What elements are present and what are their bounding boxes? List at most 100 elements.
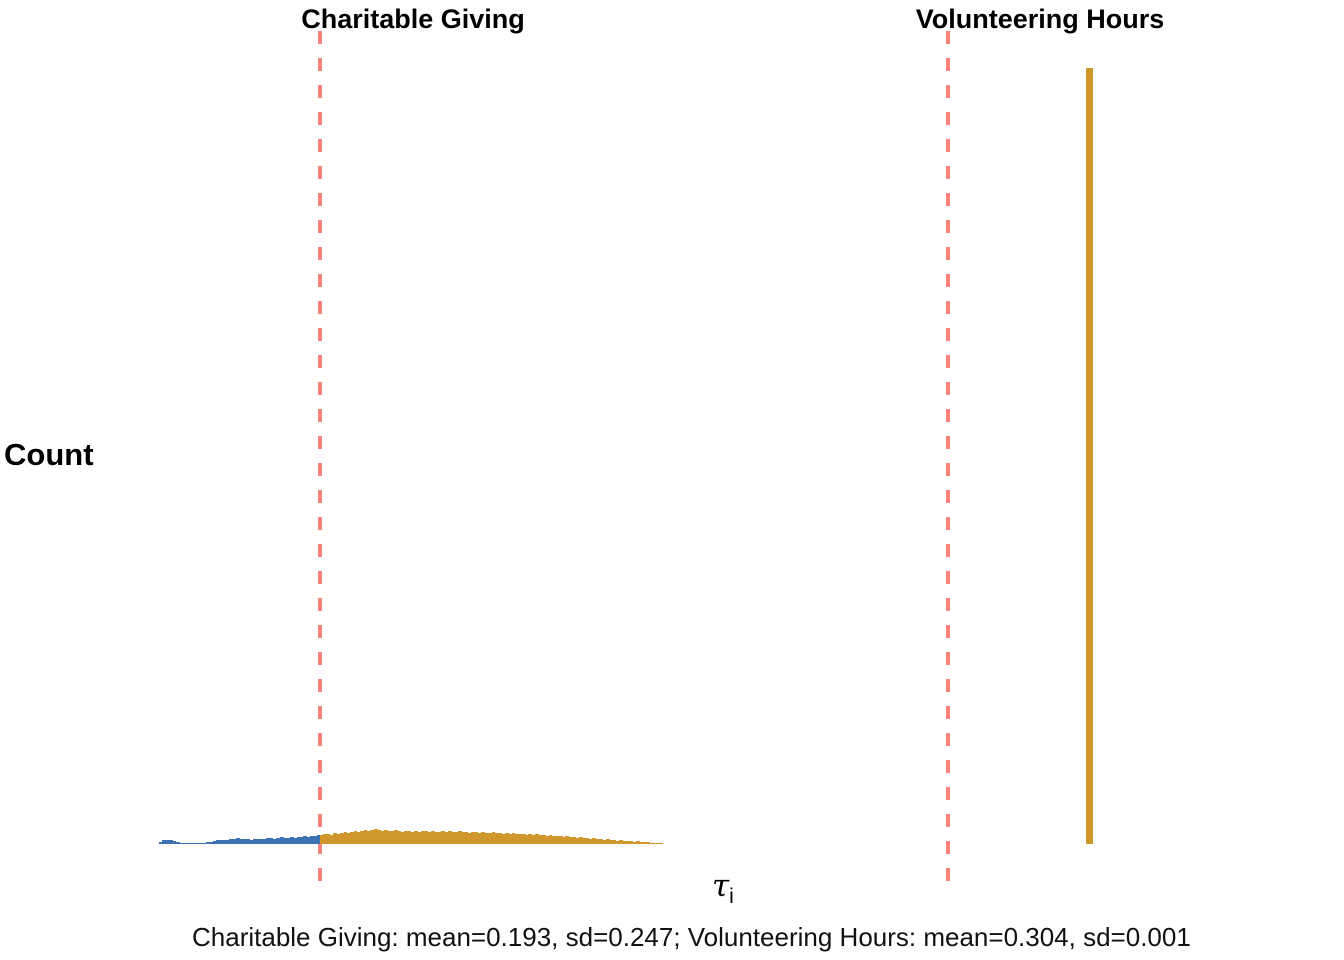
histogram-bar (652, 843, 657, 844)
histogram-bar (236, 838, 240, 844)
zero-reference-dashed-line-right (946, 31, 950, 881)
histogram-bar (370, 830, 375, 844)
histogram-bar (259, 839, 264, 844)
histogram-bar (585, 838, 590, 844)
histogram-bar (229, 839, 234, 844)
histogram-bar (279, 837, 284, 844)
panel-title-charitable-giving: Charitable Giving (301, 4, 525, 34)
histogram-bar (276, 838, 281, 844)
histogram-bar (481, 832, 486, 844)
histogram-bar (474, 832, 479, 844)
histogram-bar (589, 839, 593, 844)
histogram-bar (649, 843, 654, 844)
histogram-bar (562, 837, 566, 844)
tau-subscript: i (729, 885, 734, 909)
histogram-bar (430, 831, 435, 844)
histogram-bar (494, 833, 499, 844)
histogram-bar (599, 839, 603, 844)
histogram-bar (309, 836, 314, 844)
histogram-bar (646, 842, 650, 844)
histogram-bar (293, 838, 297, 844)
histogram-bar (222, 840, 227, 844)
histogram-bar (528, 834, 533, 844)
histogram-bar (511, 833, 516, 844)
histogram-bar (266, 838, 271, 844)
histogram-bar (437, 832, 442, 844)
histogram-bar (602, 840, 607, 844)
histogram-bar (622, 841, 627, 844)
histogram-bar (346, 833, 351, 844)
histogram-bar (246, 839, 250, 844)
histogram-bar (296, 837, 301, 844)
histogram-bar (400, 832, 405, 844)
histogram-bar (414, 831, 418, 844)
histogram-bar (185, 843, 190, 844)
histogram-bar (219, 840, 224, 844)
histogram-bar (283, 838, 287, 844)
histogram-bar (558, 836, 563, 844)
histogram-bar (333, 833, 338, 844)
histogram-bar (545, 836, 550, 844)
histogram-bar (417, 832, 422, 844)
histogram-bar (350, 832, 354, 844)
histogram-bar (508, 834, 513, 844)
histogram-bar (383, 830, 388, 844)
histogram-bar (262, 839, 267, 844)
histogram-bar (518, 834, 523, 844)
tau-symbol: τ (712, 868, 730, 904)
histogram-bar (256, 839, 261, 844)
histogram-bar (205, 842, 210, 844)
histogram-bar (595, 839, 600, 844)
histogram-bar (360, 831, 365, 844)
histogram-bar (568, 837, 573, 844)
histogram-bar (249, 840, 254, 844)
histogram-bar (326, 834, 331, 844)
histogram-bar (343, 832, 348, 844)
point-mass-bar-volunteering-hours (1086, 68, 1093, 844)
histogram-bar (454, 832, 459, 844)
histogram-bar (612, 840, 617, 844)
histogram-bar (548, 835, 553, 844)
histogram-bar (195, 843, 200, 844)
histogram-bar (427, 832, 432, 844)
histogram-bar (552, 836, 556, 844)
histogram-bar (212, 841, 217, 844)
histogram-bar (484, 833, 489, 844)
histogram-bar (572, 837, 576, 844)
histogram-bar (209, 842, 214, 844)
histogram-bar (447, 831, 452, 844)
histogram-bar (488, 833, 492, 844)
histogram-bar (404, 831, 408, 844)
histogram-bar (165, 840, 170, 844)
histogram-bar (535, 834, 539, 844)
histogram-bar (216, 840, 220, 844)
histogram-bar (457, 831, 462, 844)
histogram-bar (299, 837, 304, 844)
histogram-bar (538, 835, 543, 844)
histogram-bar (175, 842, 180, 844)
histogram-bar (491, 832, 496, 844)
histogram-bar (252, 839, 257, 844)
histogram-bar (320, 835, 324, 844)
histogram-bar (159, 842, 163, 844)
histogram-bar (367, 831, 371, 844)
histogram-bar (239, 839, 244, 844)
histogram-bar (444, 832, 449, 844)
histogram-bar (578, 837, 583, 844)
histogram-bar (323, 834, 328, 844)
histogram-bar (273, 839, 277, 844)
histogram-bar (501, 834, 506, 844)
histogram-bar (659, 843, 664, 844)
histogram-bar (393, 830, 398, 844)
histogram-bar (629, 841, 634, 844)
histogram-bar (565, 836, 570, 844)
histogram-bar (656, 843, 661, 844)
histogram-bar (605, 839, 610, 844)
histogram-bar (521, 834, 526, 844)
summary-stats-caption: Charitable Giving: mean=0.193, sd=0.247;… (192, 922, 1191, 952)
histogram-bar (478, 833, 482, 844)
histogram-bar (467, 833, 472, 844)
histogram-bar (316, 835, 321, 844)
histogram-bar (390, 831, 395, 844)
